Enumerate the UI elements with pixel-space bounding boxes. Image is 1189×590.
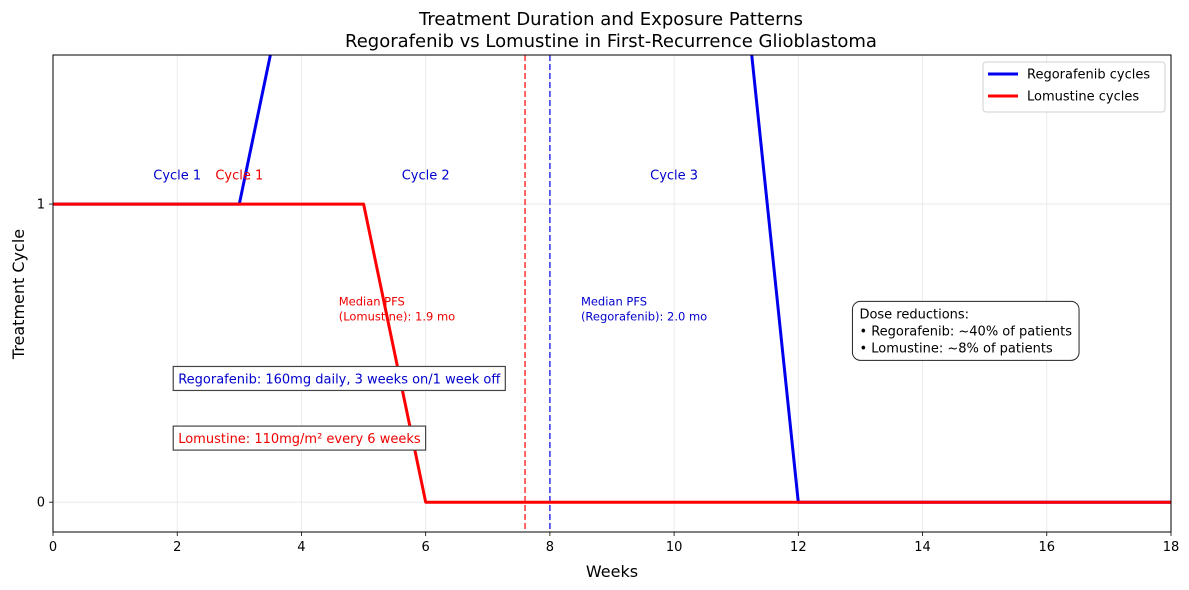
x-tick-label: 16 [1039, 540, 1056, 555]
legend: Regorafenib cycles Lomustine cycles [982, 61, 1166, 113]
pfs-annotation-line: (Lomustine): 1.9 mo [339, 309, 455, 323]
dose-box-frame [172, 425, 427, 451]
pfs-annotation-line: Median PFS [581, 294, 647, 308]
cycle-label: Cycle 1 [215, 168, 263, 183]
cycle-label: Cycle 2 [402, 168, 450, 183]
x-tick-label: 2 [173, 540, 181, 555]
dose-reduction-box: Dose reductions: • Regorafenib: ~40% of p… [851, 300, 1080, 361]
dose-box: Regorafenib: 160mg daily, 3 weeks on/1 w… [172, 365, 506, 392]
x-tick-label: 4 [297, 540, 305, 555]
legend-label: Lomustine cycles [1027, 90, 1139, 105]
dose-reduction-frame [851, 300, 1080, 361]
y-tick-label: 1 [37, 198, 45, 213]
x-tick-label: 10 [666, 540, 683, 555]
dose-box: Lomustine: 110mg/m² every 6 weeks [172, 425, 427, 451]
legend-label: Regorafenib cycles [1027, 68, 1150, 83]
y-tick-label: 0 [37, 496, 45, 511]
x-tick-label: 12 [790, 540, 807, 555]
pfs-annotation-line: (Regorafenib): 2.0 mo [581, 309, 707, 323]
x-tick-label: 6 [422, 540, 430, 555]
pfs-annotation-line: Median PFS [339, 294, 405, 308]
plot-frame [52, 54, 1172, 533]
x-tick-label: 14 [914, 540, 931, 555]
dose-box-text: Regorafenib: 160mg daily, 3 weeks on/1 w… [178, 372, 501, 387]
cycle-label: Cycle 3 [650, 168, 698, 183]
x-tick-label: 18 [1163, 540, 1180, 555]
dose-reduction-line: • Lomustine: ~8% of patients [859, 341, 1052, 356]
median-pfs-lines [524, 55, 551, 532]
y-axis-label: Treatment Cycle [9, 229, 28, 360]
dose-reduction-line: • Regorafenib: ~40% of patients [859, 324, 1072, 339]
chart-title: Treatment Duration and Exposure Patterns [418, 9, 803, 30]
dose-box-frame [172, 365, 506, 392]
dose-boxes: Regorafenib: 160mg daily, 3 weeks on/1 w… [172, 365, 506, 451]
x-tick-label: 0 [49, 540, 57, 555]
x-tick-label: 8 [546, 540, 554, 555]
series-lines [53, 55, 1171, 504]
dose-reduction-line: Dose reductions: [859, 307, 969, 322]
legend-frame [982, 61, 1166, 113]
x-axis-label: Weeks [586, 562, 638, 581]
dose-box-text: Lomustine: 110mg/m² every 6 weeks [178, 432, 421, 447]
chart-subtitle: Regorafenib vs Lomustine in First-Recurr… [345, 31, 877, 52]
axis-ticks: 0 2 4 6 8 10 12 14 16 18 0 1 [37, 198, 1180, 555]
cycle-label: Cycle 1 [153, 168, 201, 183]
cycle-labels: Cycle 1 Cycle 1 Cycle 2 Cycle 3 [153, 168, 698, 183]
series-line [53, 202, 1171, 504]
